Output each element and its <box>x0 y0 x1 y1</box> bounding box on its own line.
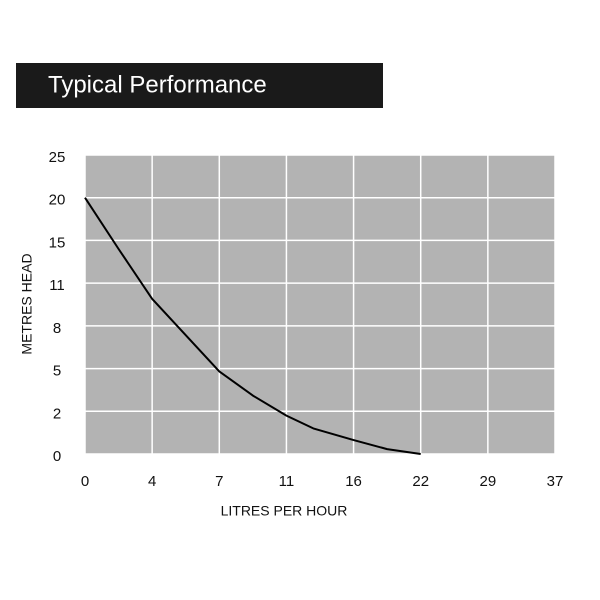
x-axis-label: LITRES PER HOUR <box>221 503 348 519</box>
y-tick-label: 25 <box>49 149 66 166</box>
x-tick-label: 16 <box>345 473 362 490</box>
y-tick-label: 11 <box>49 277 65 294</box>
x-tick-label: 29 <box>480 473 497 490</box>
x-tick-label: 0 <box>81 473 89 490</box>
x-tick-label: 37 <box>547 473 564 490</box>
y-axis-label: METRES HEAD <box>19 253 35 354</box>
title-box <box>16 63 383 108</box>
y-tick-label: 0 <box>53 448 61 465</box>
y-tick-label: 15 <box>49 234 66 251</box>
x-tick-label: 7 <box>215 473 223 490</box>
y-tick-label: 8 <box>53 320 61 337</box>
x-tick-label: 22 <box>412 473 429 490</box>
plot-area <box>85 155 555 454</box>
y-tick-label: 5 <box>53 363 61 380</box>
y-tick-label: 2 <box>53 405 61 422</box>
y-tick-label: 20 <box>49 192 66 209</box>
chart-title: Typical Performance <box>48 71 267 98</box>
line-series <box>84 197 421 455</box>
x-tick-label: 4 <box>148 473 156 490</box>
x-tick-label: 11 <box>279 473 295 490</box>
